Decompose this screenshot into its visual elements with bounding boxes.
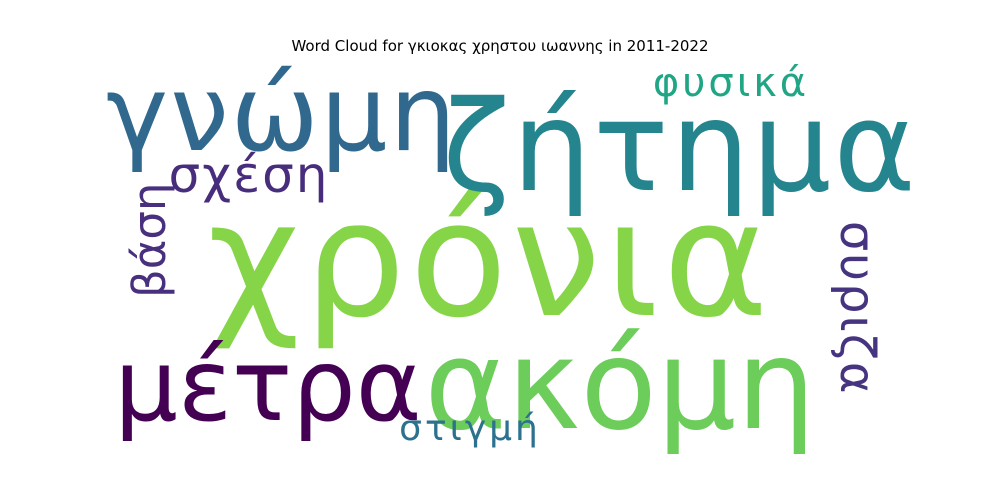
chart-title: Word Cloud for γκιοκας χρηστου ιωαννης i… xyxy=(291,37,709,55)
word-7: βάση xyxy=(123,183,176,298)
word-1: ζήτημα xyxy=(442,75,918,220)
word-0: χρόνια xyxy=(208,166,773,353)
word-9: στιγμή xyxy=(399,408,541,449)
word-8: συριζα xyxy=(829,221,885,396)
word-3: γνώμη xyxy=(106,53,458,175)
word-6: φυσικά xyxy=(653,60,809,106)
word-2: ακόμη xyxy=(424,313,815,458)
word-5: σχέση xyxy=(169,146,330,204)
word-4: μέτρα xyxy=(114,327,421,444)
